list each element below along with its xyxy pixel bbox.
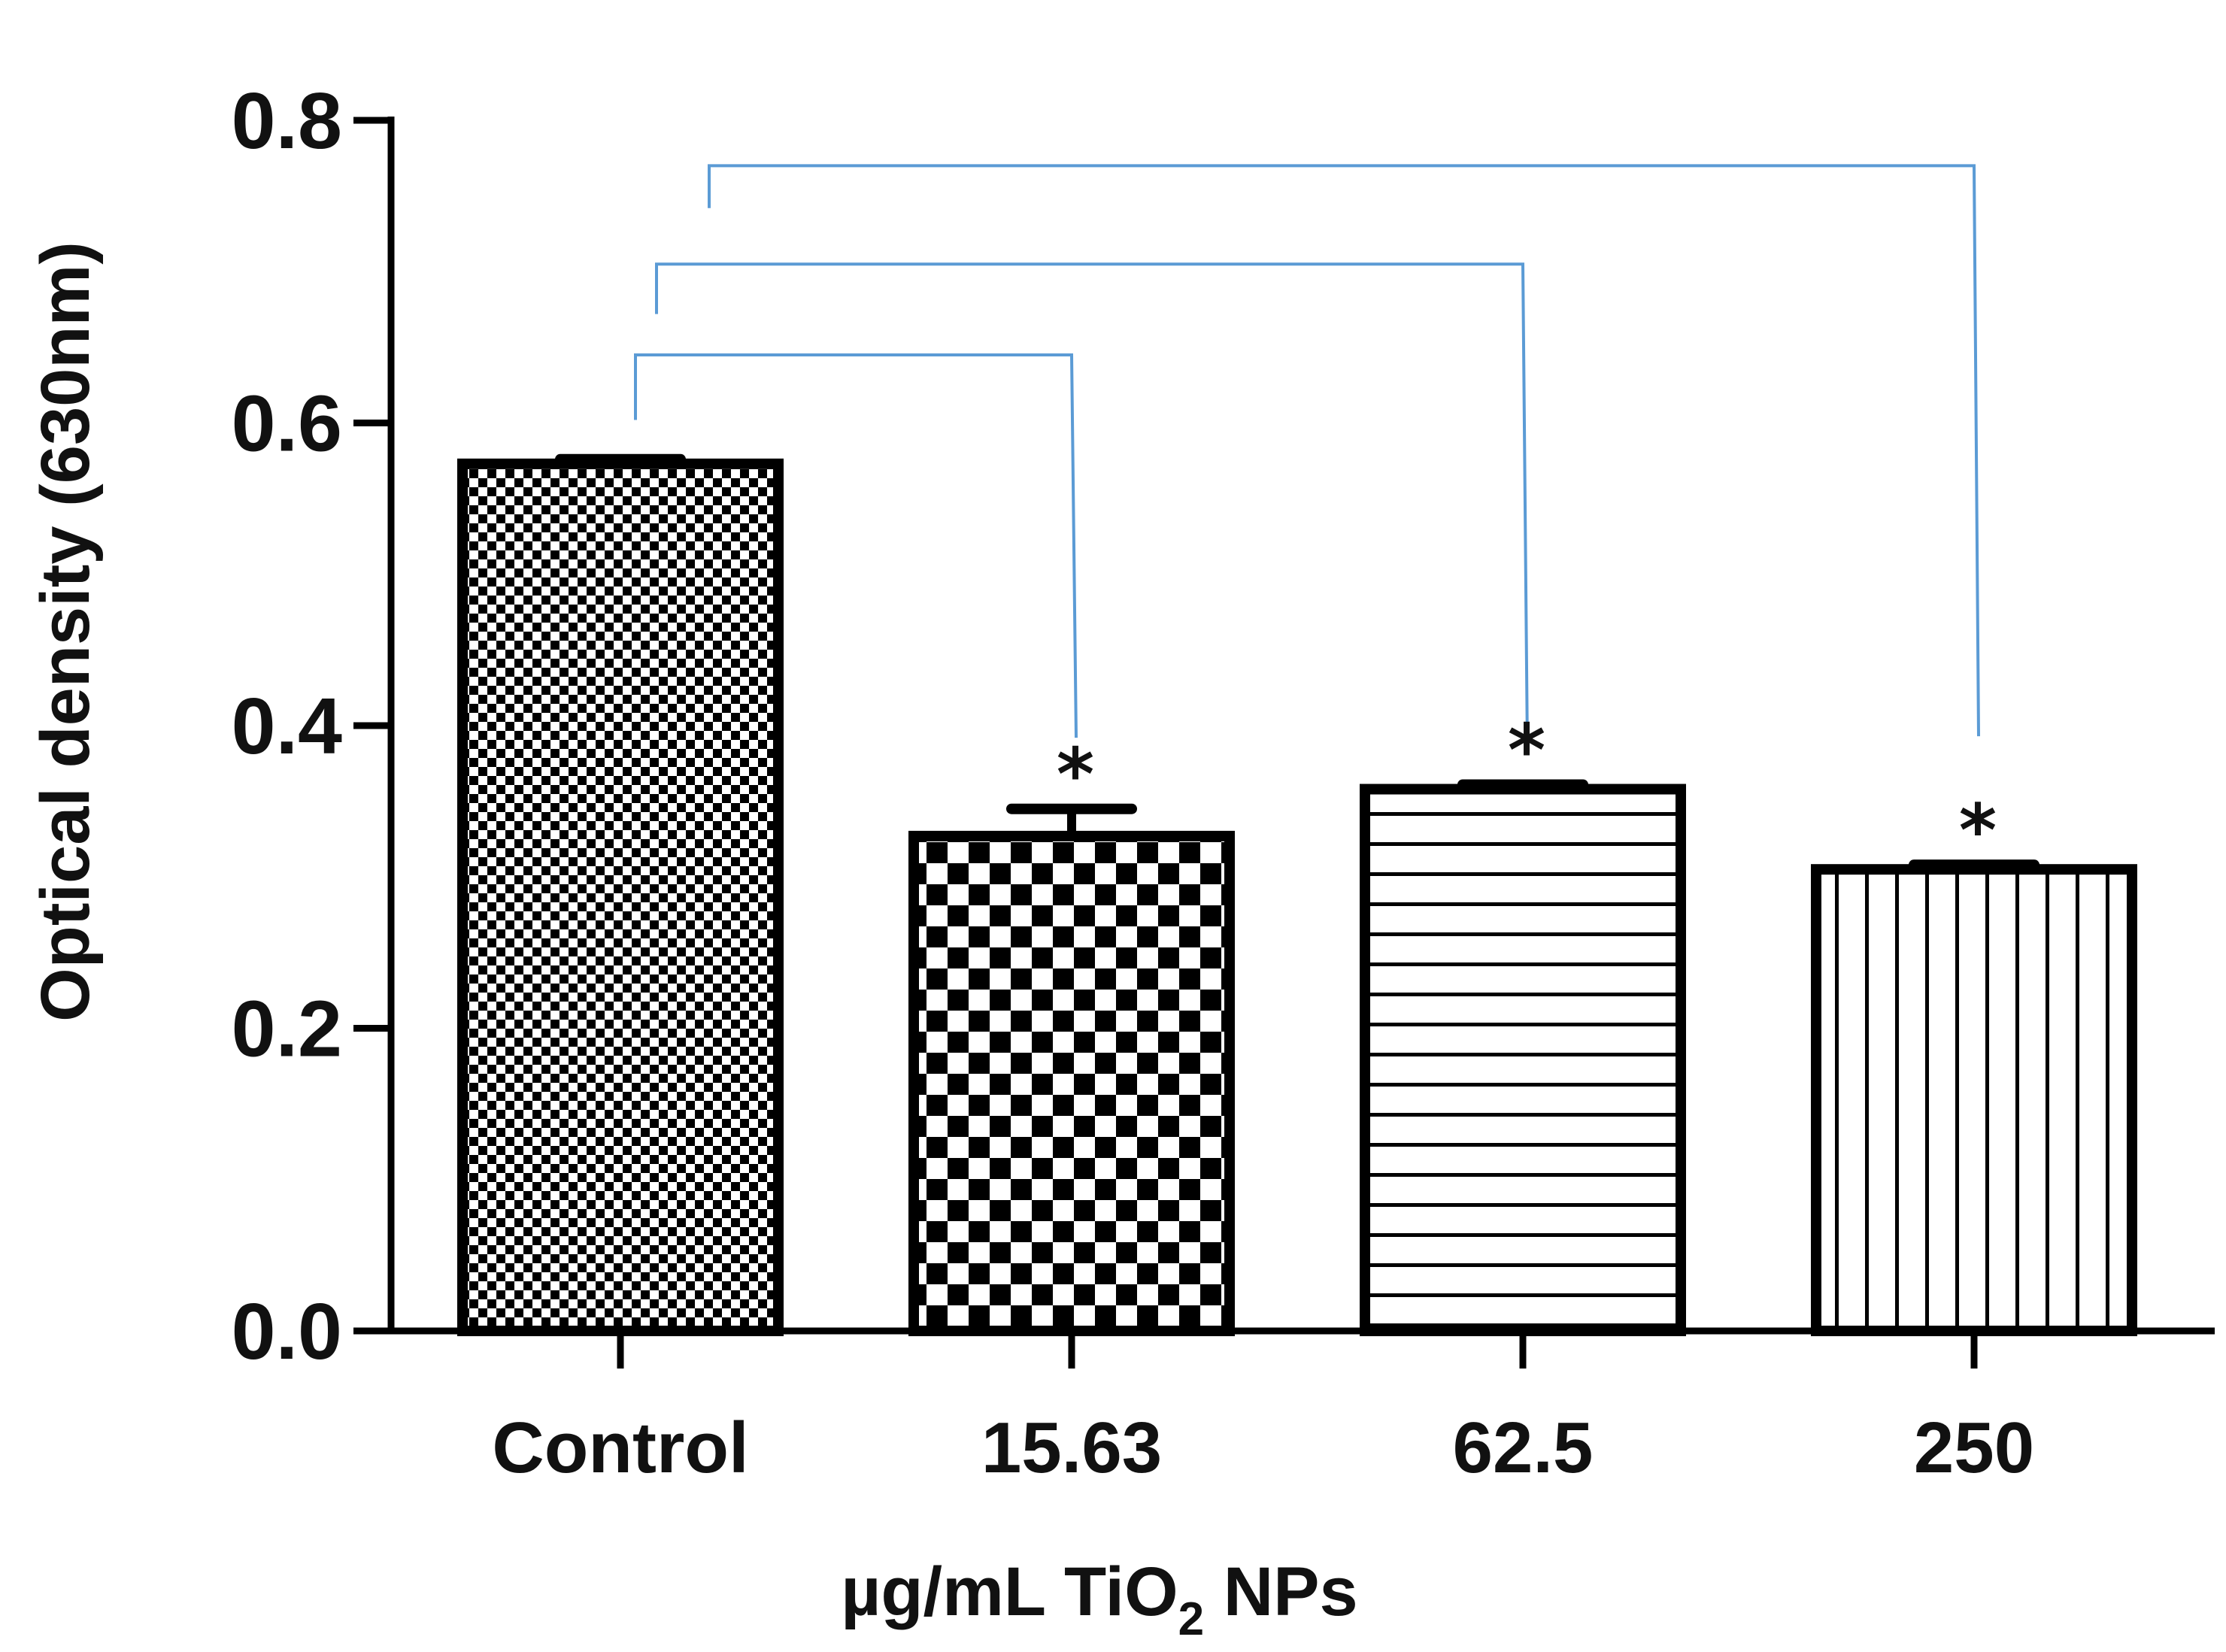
x-tick-label: 15.63 xyxy=(981,1408,1162,1488)
significance-star: * xyxy=(1508,708,1545,793)
significance-star: * xyxy=(1959,789,1997,873)
significance-brackets xyxy=(634,164,1980,749)
x-axis-ticks: Control 15.63 62.5 250 xyxy=(492,1331,2034,1488)
x-tick-label: 62.5 xyxy=(1453,1408,1594,1488)
y-tick-label: 0.2 xyxy=(232,985,342,1074)
significance-star: * xyxy=(1057,733,1094,817)
bars: * * * xyxy=(457,453,2137,1336)
y-axis-title: Optical density (630nm) xyxy=(27,241,104,1022)
x-axis-title-subscript: 2 xyxy=(1178,1593,1204,1645)
bar xyxy=(1360,784,1686,1336)
y-tick-label: 0.8 xyxy=(232,77,342,165)
y-tick-label: 0.4 xyxy=(232,682,342,771)
comparison-bracket xyxy=(708,164,1980,737)
x-axis-title: µg/mL TiO2 NPs xyxy=(841,1553,1357,1645)
x-axis-title-main: µg/mL TiO xyxy=(841,1553,1178,1630)
comparison-bracket xyxy=(655,262,1529,749)
x-tick-label: Control xyxy=(492,1408,748,1488)
y-axis-ticks: 0.0 0.2 0.4 0.6 0.8 xyxy=(232,77,391,1376)
bar xyxy=(1811,864,2137,1336)
comparison-bracket xyxy=(634,353,1078,738)
bar xyxy=(908,830,1235,1336)
bar xyxy=(457,458,784,1336)
y-tick-label: 0.6 xyxy=(232,380,342,468)
x-axis-title-suffix: NPs xyxy=(1204,1553,1358,1630)
y-tick-label: 0.0 xyxy=(232,1287,342,1376)
x-tick-label: 250 xyxy=(1914,1408,2034,1488)
